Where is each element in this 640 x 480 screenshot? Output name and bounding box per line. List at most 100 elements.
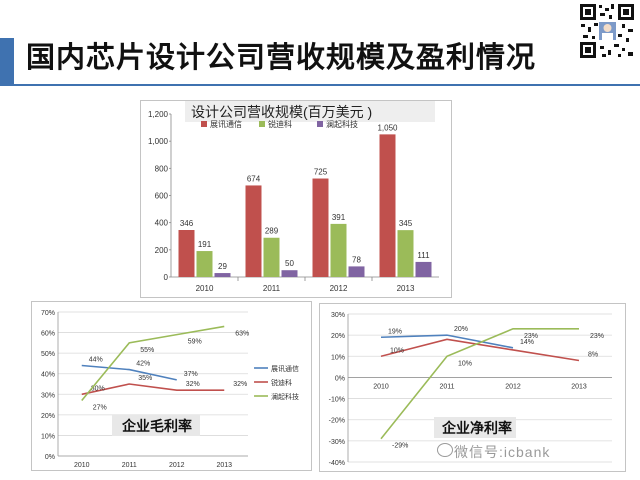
bar-value-label: 725 [314,168,328,177]
revenue-chart-title-bg [185,100,435,122]
y-tick-label: 0% [335,375,345,382]
bar-value-label: 289 [265,227,279,236]
y-tick-label: 200 [155,246,169,255]
bar [330,223,347,277]
data-label: 35% [138,375,152,382]
bar [348,266,365,277]
data-label: 8% [588,352,598,359]
x-tick-label: 2010 [373,383,389,390]
y-tick-label: 40% [41,372,55,379]
title-band [0,0,640,78]
wechat-icon [437,443,453,457]
y-tick-label: 70% [41,310,55,317]
bar [196,251,213,277]
y-tick-label: 30% [331,312,345,319]
y-tick-label: 1,200 [148,110,169,119]
watermark-text: 微信号:icbank [454,444,551,460]
slide-title: 国内芯片设计公司营收规模及盈利情况 [26,42,537,74]
data-label: 10% [458,360,472,367]
bar-value-label: 29 [218,262,227,271]
revenue-chart: 设计公司营收规模(百万美元 ) 0 200 400 600 800 1,000 1,200 2… [140,100,452,298]
revenue-chart-svg: 设计公司营收规模(百万美元 ) 0 200 400 600 800 1,000 1,200 2… [148,100,439,293]
series-line [81,325,225,401]
y-tick-label: 50% [41,351,55,358]
legend-label: 澜起科技 [326,119,358,129]
legend-label: 锐迪科 [268,119,292,129]
bar-value-label: 50 [285,259,294,268]
y-tick-label: 20% [331,333,345,340]
series-line [380,334,514,349]
bar-value-label: 111 [417,251,430,260]
net-margin-title-bg [434,417,516,438]
x-tick-label: 2012 [505,383,521,390]
legend-label: 展讯通信 [210,119,242,129]
x-tick-label: 2010 [74,462,90,469]
bar-value-label: 78 [352,255,361,264]
x-tick-label: 2013 [397,284,415,293]
gross-margin-chart-svg: 0% 10% 20% 30% 40% 50% 60% 70% 2010 2011 2012 2013 4… [41,310,299,469]
data-label: 27% [93,404,107,411]
series-line [81,364,177,381]
data-label: 10% [390,347,404,354]
y-tick-label: 20% [41,413,55,420]
legend-swatch [259,121,265,127]
legend-label: 澜起科技 [271,392,299,401]
data-label: 20% [454,326,468,333]
x-tick-label: 2011 [439,383,454,390]
data-label: 14% [520,339,534,346]
title-accent-bar [0,38,14,84]
bar-value-label: 674 [247,174,261,183]
data-label: 59% [188,339,202,346]
bar [263,237,280,277]
y-tick-label: 0 [164,273,169,282]
net-margin-chart: -40% -30% -20% -10% 0% 10% 20% 30% 2010 2011 2012 2… [319,303,626,472]
legend-swatch [317,121,323,127]
y-tick-label: 10% [331,354,345,361]
bar [245,185,262,277]
legend-label: 锐迪科 [271,378,292,387]
series-line [81,383,225,396]
data-label: 37% [184,371,198,378]
y-tick-label: 1,000 [148,137,169,146]
data-label: 32% [233,381,247,388]
data-label: 44% [89,356,103,363]
title-rule [0,84,640,86]
x-tick-label: 2011 [122,462,137,469]
y-tick-label: -40% [329,460,345,467]
x-tick-label: 2012 [330,284,348,293]
y-tick-label: -30% [329,439,345,446]
data-label: 23% [590,333,604,340]
data-label: -29% [392,443,408,450]
qr-code-icon [578,2,636,60]
legend-label: 展讯通信 [271,364,299,373]
series-line [380,327,579,440]
x-tick-label: 2011 [263,284,281,293]
legend-swatch [201,121,207,127]
bar-value-label: 191 [198,240,212,249]
y-tick-label: 800 [155,164,169,173]
y-tick-label: 0% [45,454,55,461]
y-tick-label: 600 [155,192,169,201]
gross-margin-title-bg [112,415,200,436]
net-margin-title: 企业净利率 [441,420,512,436]
y-tick-label: -10% [329,397,345,404]
y-tick-label: 400 [155,219,169,228]
bar [312,178,329,277]
y-tick-label: -20% [329,418,345,425]
data-label: 23% [524,333,538,340]
bar [415,261,432,277]
x-tick-label: 2013 [571,383,587,390]
bar [178,230,195,277]
data-label: 55% [140,347,154,354]
series-line [380,338,580,362]
gross-margin-chart: 0% 10% 20% 30% 40% 50% 60% 70% 2010 2011 2012 2013 4… [31,301,312,471]
bar-value-label: 346 [180,219,194,228]
data-label: 32% [186,381,200,388]
y-tick-label: 30% [41,392,55,399]
revenue-chart-title: 设计公司营收规模(百万美元 ) [191,104,372,120]
bar [397,230,414,277]
bar-value-label: 391 [332,213,346,222]
x-tick-label: 2013 [216,462,232,469]
bar [214,273,231,277]
bar [379,134,396,277]
